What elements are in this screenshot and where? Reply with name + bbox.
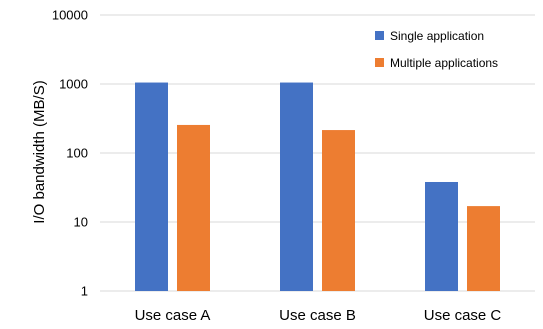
y-tick-label: 1000 (59, 77, 88, 92)
y-axis-ticks: 1 10 100 1000 10000 (52, 8, 88, 299)
legend: Single application Multiple applications (375, 29, 498, 70)
x-category-label: Use case B (279, 307, 356, 324)
x-axis-labels: Use case A Use case B Use case C (135, 307, 502, 324)
bar-single-3 (425, 181, 458, 291)
y-tick-label: 1 (81, 284, 88, 299)
x-category-label: Use case A (135, 307, 211, 324)
bars (135, 82, 500, 292)
y-tick-label: 10000 (52, 8, 88, 23)
legend-swatch (375, 31, 384, 40)
y-tick-label: 10 (74, 215, 88, 230)
legend-swatch (375, 58, 384, 67)
y-tick-label: 100 (66, 146, 88, 161)
bar-multiple-1 (177, 124, 210, 291)
y-axis-title: I/O bandwidth (MB/S) (31, 80, 48, 223)
bar-single-1 (135, 82, 168, 292)
bar-multiple-2 (322, 130, 355, 291)
gridlines (100, 14, 535, 292)
bar-multiple-3 (467, 206, 500, 291)
legend-label: Single application (390, 29, 484, 43)
bar-single-2 (280, 82, 313, 292)
legend-label: Multiple applications (390, 56, 498, 70)
x-category-label: Use case C (424, 307, 502, 324)
